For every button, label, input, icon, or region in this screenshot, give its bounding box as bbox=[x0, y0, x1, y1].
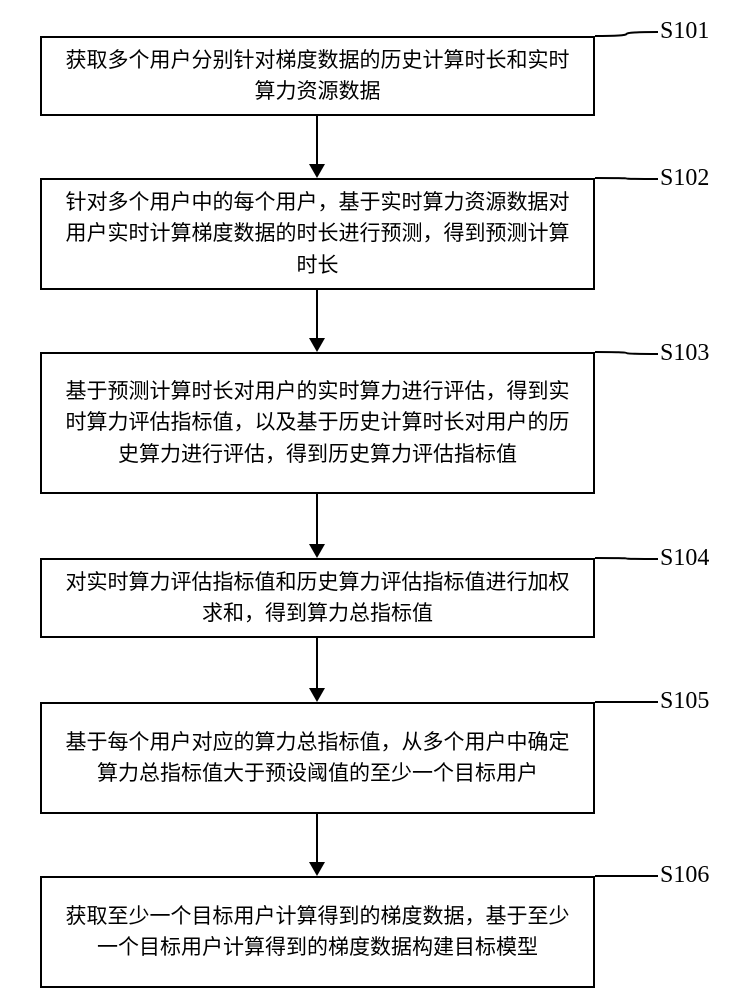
arrow-line bbox=[316, 814, 318, 862]
step-box-s106: 获取至少一个目标用户计算得到的梯度数据，基于至少一个目标用户计算得到的梯度数据构… bbox=[40, 876, 595, 988]
arrow-line bbox=[316, 638, 318, 688]
leader-line bbox=[593, 176, 660, 181]
step-text: 基于预测计算时长对用户的实时算力进行评估，得到实时算力评估指标值，以及基于历史计… bbox=[62, 376, 573, 471]
leader-line bbox=[593, 30, 660, 38]
step-label-s104: S104 bbox=[660, 545, 709, 572]
leader-line bbox=[593, 700, 660, 704]
arrow-line bbox=[316, 116, 318, 164]
leader-line bbox=[593, 350, 660, 356]
arrow-head-icon bbox=[309, 544, 325, 558]
arrow-head-icon bbox=[309, 164, 325, 178]
step-box-s103: 基于预测计算时长对用户的实时算力进行评估，得到实时算力评估指标值，以及基于历史计… bbox=[40, 352, 595, 494]
step-text: 基于每个用户对应的算力总指标值，从多个用户中确定算力总指标值大于预设阈值的至少一… bbox=[62, 727, 573, 790]
step-label-s105: S105 bbox=[660, 688, 709, 715]
step-box-s104: 对实时算力评估指标值和历史算力评估指标值进行加权求和，得到算力总指标值 bbox=[40, 558, 595, 638]
arrow-line bbox=[316, 290, 318, 338]
arrow-head-icon bbox=[309, 862, 325, 876]
arrow-line bbox=[316, 494, 318, 544]
step-label-s102: S102 bbox=[660, 165, 709, 192]
leader-line bbox=[593, 556, 660, 561]
step-text: 获取多个用户分别针对梯度数据的历史计算时长和实时算力资源数据 bbox=[62, 45, 573, 108]
arrow-head-icon bbox=[309, 688, 325, 702]
step-label-s106: S106 bbox=[660, 862, 709, 889]
step-box-s105: 基于每个用户对应的算力总指标值，从多个用户中确定算力总指标值大于预设阈值的至少一… bbox=[40, 702, 595, 814]
step-box-s101: 获取多个用户分别针对梯度数据的历史计算时长和实时算力资源数据 bbox=[40, 36, 595, 116]
step-text: 针对多个用户中的每个用户，基于实时算力资源数据对用户实时计算梯度数据的时长进行预… bbox=[62, 187, 573, 282]
step-label-s103: S103 bbox=[660, 340, 709, 367]
step-text: 对实时算力评估指标值和历史算力评估指标值进行加权求和，得到算力总指标值 bbox=[62, 567, 573, 630]
step-text: 获取至少一个目标用户计算得到的梯度数据，基于至少一个目标用户计算得到的梯度数据构… bbox=[62, 901, 573, 964]
step-label-s101: S101 bbox=[660, 18, 709, 45]
arrow-head-icon bbox=[309, 338, 325, 352]
flowchart-container: 获取多个用户分别针对梯度数据的历史计算时长和实时算力资源数据 S101 针对多个用户… bbox=[0, 0, 736, 1000]
leader-line bbox=[593, 874, 660, 878]
step-box-s102: 针对多个用户中的每个用户，基于实时算力资源数据对用户实时计算梯度数据的时长进行预… bbox=[40, 178, 595, 290]
